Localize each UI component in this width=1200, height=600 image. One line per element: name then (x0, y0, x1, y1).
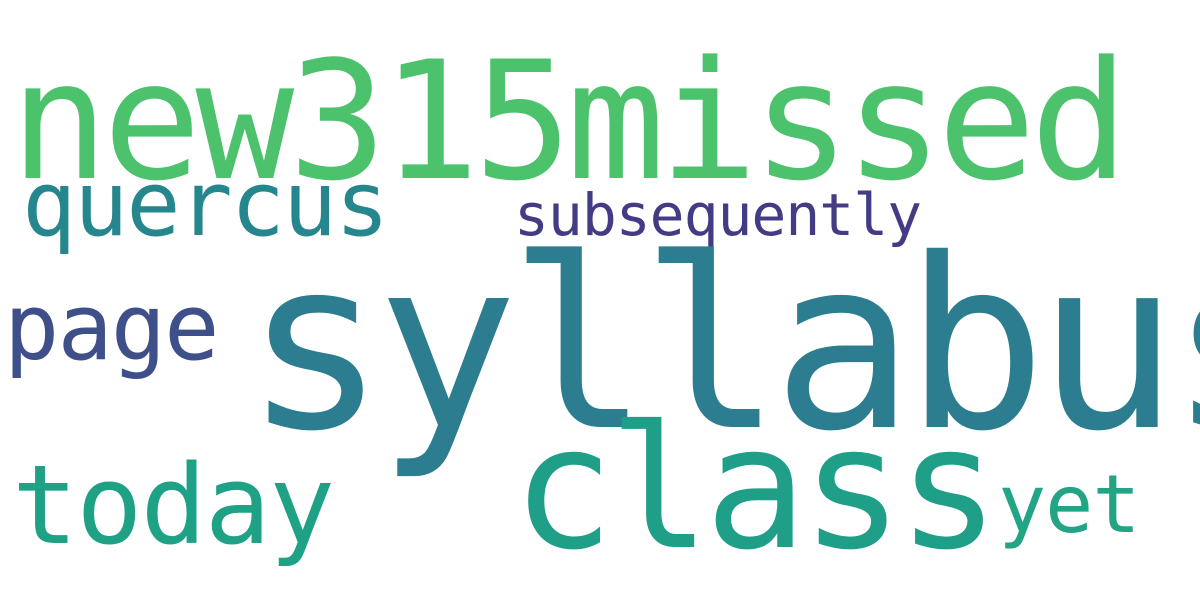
word-subsequently: subsequently (514, 181, 922, 249)
word-class: class (512, 390, 1000, 588)
word-yet: yet (998, 458, 1140, 551)
word-page: page (4, 274, 220, 381)
word-new315missed: new315missed (10, 26, 1129, 217)
word-syllabus: syllabus (244, 208, 1200, 483)
word-today: today (12, 441, 335, 569)
word-quercus: quercus (22, 152, 389, 257)
